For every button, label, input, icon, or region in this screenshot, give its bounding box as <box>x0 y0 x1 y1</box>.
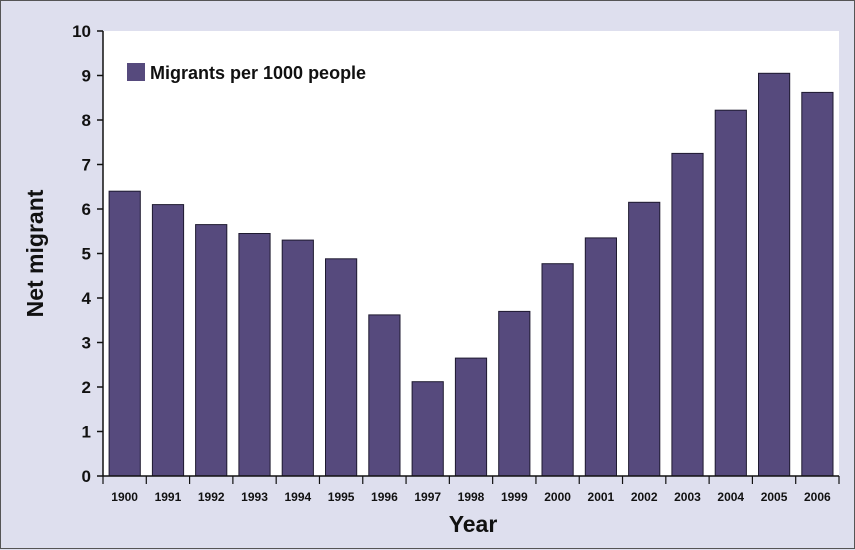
bar-1996 <box>368 314 401 477</box>
x-tick-label: 1995 <box>328 490 355 504</box>
bar-2004 <box>714 109 747 477</box>
y-axis-title: Net migrant <box>22 189 48 317</box>
bars-group <box>108 72 834 477</box>
legend-swatch <box>127 63 145 81</box>
bar-1995 <box>325 258 358 477</box>
x-tick-label: 2005 <box>761 490 788 504</box>
bar-1997 <box>411 381 444 477</box>
y-tick-label: 2 <box>82 378 91 397</box>
x-tick-label: 1999 <box>501 490 528 504</box>
x-tick-label: 1991 <box>155 490 182 504</box>
bar-2003 <box>671 152 704 477</box>
y-tick-label: 5 <box>82 245 91 264</box>
x-tick-label: 1900 <box>111 490 138 504</box>
x-tick-label: 2003 <box>674 490 701 504</box>
x-tick-label: 2001 <box>588 490 615 504</box>
x-tick-label: 1997 <box>414 490 441 504</box>
x-axis-title: Year <box>449 511 498 537</box>
y-tick-label: 4 <box>82 289 92 308</box>
x-tick-label: 1993 <box>241 490 268 504</box>
bar-2001 <box>584 237 617 477</box>
x-axis: 1900 1991 1992 1993 1994 1995 1996 1997 1998 1999… <box>102 475 840 504</box>
bar-2005 <box>758 72 791 477</box>
bar-2002 <box>628 201 661 477</box>
y-tick-label: 6 <box>82 200 91 219</box>
x-tick-label: 2000 <box>544 490 571 504</box>
y-tick-label: 1 <box>82 423 91 442</box>
bar-2006 <box>801 91 834 477</box>
y-tick-label: 10 <box>72 22 91 41</box>
x-tick-label: 1996 <box>371 490 398 504</box>
x-tick-label: 1992 <box>198 490 225 504</box>
bar-1991 <box>151 204 185 477</box>
y-tick-label: 3 <box>82 334 91 353</box>
y-tick-label: 9 <box>82 67 91 86</box>
y-tick-label: 0 <box>82 467 91 486</box>
y-axis: 0 1 2 3 4 5 6 7 8 9 10 <box>72 22 104 486</box>
x-tick-label: 2004 <box>717 490 744 504</box>
x-tick-label: 1994 <box>284 490 311 504</box>
legend: Migrants per 1000 people <box>127 63 366 83</box>
y-tick-label: 7 <box>82 156 91 175</box>
bar-1999 <box>498 310 531 477</box>
x-tick-label: 1998 <box>458 490 485 504</box>
bar-1994 <box>281 239 314 477</box>
bar-1998 <box>454 357 488 477</box>
bar-1900 <box>108 190 141 477</box>
x-tick-label: 2006 <box>804 490 831 504</box>
x-tick-label: 2002 <box>631 490 658 504</box>
bar-2000 <box>541 263 574 477</box>
bar-1992 <box>195 224 228 477</box>
y-tick-label: 8 <box>82 111 91 130</box>
bar-1993 <box>238 233 271 477</box>
legend-label: Migrants per 1000 people <box>150 63 366 83</box>
